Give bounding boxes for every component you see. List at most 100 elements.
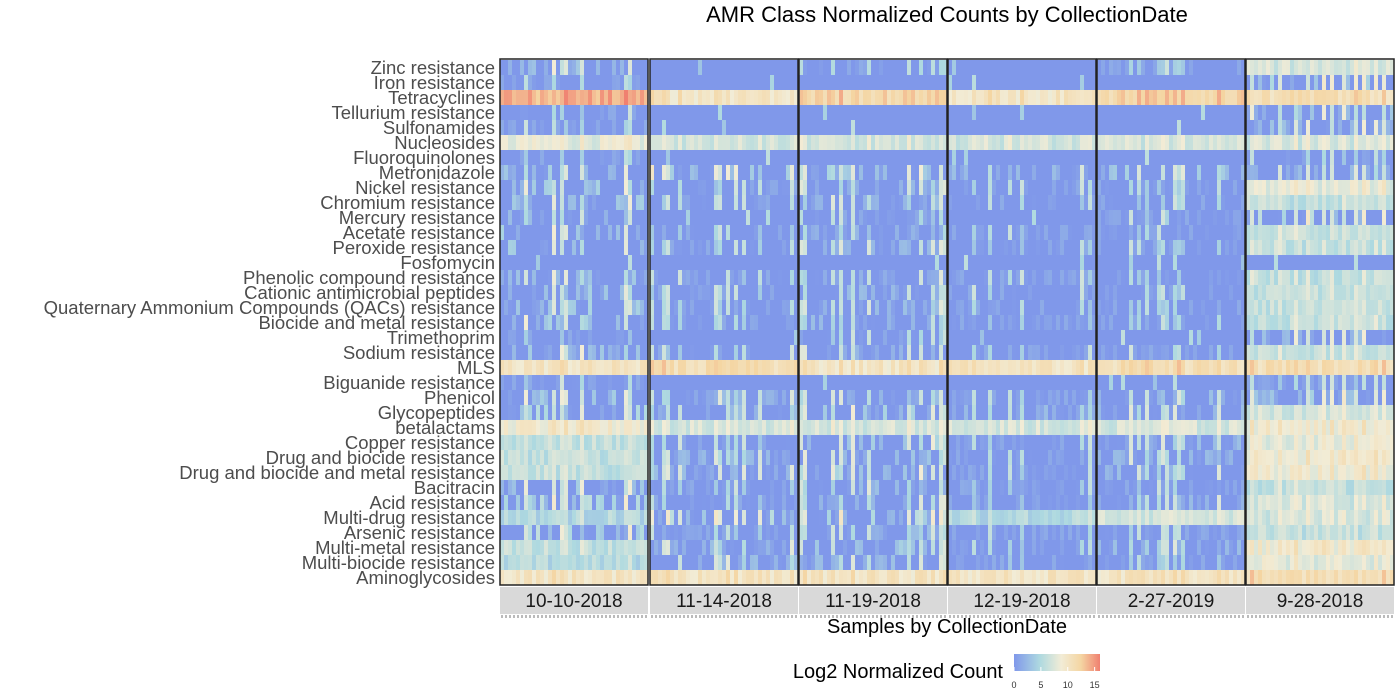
heatmap-cell xyxy=(520,525,525,540)
heatmap-cell xyxy=(875,420,880,435)
heatmap-cell xyxy=(992,465,997,480)
heatmap-cell xyxy=(919,495,924,510)
heatmap-cell xyxy=(855,210,860,225)
heatmap-cell xyxy=(616,225,621,240)
heatmap-cell xyxy=(544,375,549,390)
heatmap-cell xyxy=(1044,270,1049,285)
heatmap-cell xyxy=(807,270,812,285)
heatmap-cell xyxy=(762,375,767,390)
heatmap-cell xyxy=(915,165,920,180)
heatmap-cell xyxy=(666,75,671,90)
heatmap-cell xyxy=(540,570,545,585)
heatmap-cell xyxy=(875,510,880,525)
heatmap-cell xyxy=(750,555,755,570)
heatmap-cell xyxy=(943,330,948,345)
heatmap-cell xyxy=(714,240,719,255)
heatmap-cell xyxy=(560,510,565,525)
heatmap-cell xyxy=(666,90,671,105)
heatmap-cell xyxy=(952,75,957,90)
heatmap-cell xyxy=(919,165,924,180)
heatmap-cell xyxy=(1052,195,1057,210)
heatmap-cell xyxy=(935,540,940,555)
heatmap-cell xyxy=(560,375,565,390)
heatmap-cell xyxy=(960,150,965,165)
heatmap-cell xyxy=(516,330,521,345)
heatmap-cell xyxy=(730,285,735,300)
heatmap-cell xyxy=(1028,90,1033,105)
heatmap-cell xyxy=(891,390,896,405)
heatmap-cell xyxy=(835,210,840,225)
heatmap-cell xyxy=(1064,420,1069,435)
heatmap-cell xyxy=(624,210,629,225)
heatmap-cell xyxy=(730,390,735,405)
heatmap-cell xyxy=(1008,210,1013,225)
heatmap-cell xyxy=(528,420,533,435)
heatmap-cell xyxy=(1060,90,1065,105)
heatmap-cell xyxy=(988,435,993,450)
heatmap-cell xyxy=(536,150,541,165)
heatmap-cell xyxy=(815,285,820,300)
heatmap-cell xyxy=(706,315,711,330)
heatmap-cell xyxy=(568,345,573,360)
heatmap-cell xyxy=(568,135,573,150)
heatmap-cell xyxy=(596,180,601,195)
heatmap-cell xyxy=(899,510,904,525)
heatmap-cell xyxy=(730,345,735,360)
heatmap-cell xyxy=(714,135,719,150)
heatmap-cell xyxy=(1068,495,1073,510)
heatmap-cell xyxy=(1092,300,1097,315)
heatmap-cell xyxy=(584,60,589,75)
heatmap-cell xyxy=(855,360,860,375)
heatmap-cell xyxy=(931,315,936,330)
heatmap-cell xyxy=(915,525,920,540)
heatmap-cell xyxy=(883,120,888,135)
heatmap-cell xyxy=(1084,90,1089,105)
heatmap-cell xyxy=(803,570,808,585)
heatmap-cell xyxy=(1052,495,1057,510)
heatmap-cell xyxy=(544,105,549,120)
heatmap-cell xyxy=(1008,345,1013,360)
heatmap-cell xyxy=(508,225,513,240)
heatmap-cell xyxy=(670,420,675,435)
heatmap-cell xyxy=(754,510,759,525)
heatmap-cell xyxy=(746,525,751,540)
heatmap-cell xyxy=(1084,450,1089,465)
heatmap-cell xyxy=(1044,240,1049,255)
heatmap-cell xyxy=(1064,390,1069,405)
heatmap-cell xyxy=(811,150,816,165)
heatmap-cell xyxy=(1044,315,1049,330)
heatmap-cell xyxy=(512,570,517,585)
heatmap-cell xyxy=(1088,480,1093,495)
heatmap-cell xyxy=(738,195,743,210)
heatmap-cell xyxy=(1048,270,1053,285)
heatmap-cell xyxy=(596,135,601,150)
heatmap-cell xyxy=(1000,360,1005,375)
heatmap-cell xyxy=(632,285,637,300)
heatmap-cell xyxy=(774,525,779,540)
heatmap-cell xyxy=(1020,435,1025,450)
heatmap-cell xyxy=(552,165,557,180)
heatmap-cell xyxy=(1008,405,1013,420)
heatmap-cell xyxy=(774,165,779,180)
heatmap-cell xyxy=(596,300,601,315)
heatmap-cell xyxy=(540,195,545,210)
heatmap-cell xyxy=(1092,75,1097,90)
heatmap-cell xyxy=(690,405,695,420)
heatmap-cell xyxy=(686,105,691,120)
heatmap-cell xyxy=(939,270,944,285)
heatmap-cell xyxy=(766,240,771,255)
heatmap-cell xyxy=(560,210,565,225)
heatmap-cell xyxy=(972,375,977,390)
heatmap-cell xyxy=(564,360,569,375)
heatmap-cell xyxy=(644,450,649,465)
heatmap-cell xyxy=(616,330,621,345)
heatmap-cell xyxy=(867,165,872,180)
heatmap-cell xyxy=(1016,225,1021,240)
heatmap-cell xyxy=(807,195,812,210)
heatmap-cell xyxy=(859,420,864,435)
heatmap-cell xyxy=(694,195,699,210)
heatmap-cell xyxy=(923,60,928,75)
heatmap-cell xyxy=(972,420,977,435)
heatmap-cell xyxy=(674,375,679,390)
heatmap-cell xyxy=(935,405,940,420)
